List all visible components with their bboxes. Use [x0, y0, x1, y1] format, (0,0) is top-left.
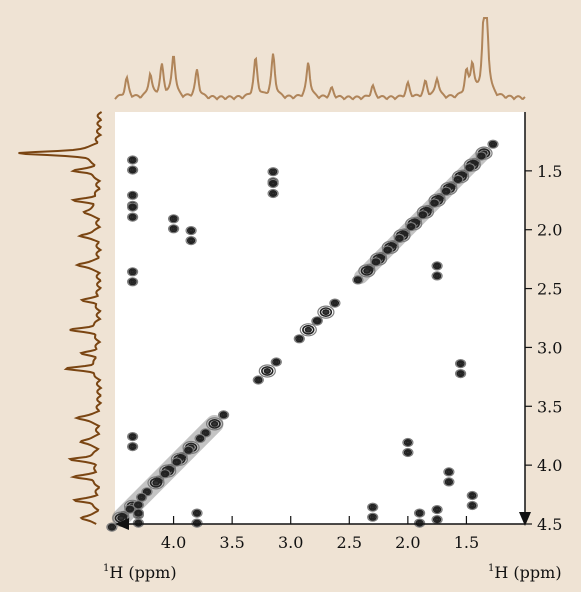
diagonal-peak: [293, 334, 305, 344]
cross-peak: [191, 518, 203, 528]
y-tick-label: 1.5: [537, 162, 562, 181]
cross-peak: [127, 212, 139, 222]
diagonal-peak: [136, 492, 148, 502]
cross-peak: [168, 214, 180, 224]
cross-peak: [402, 437, 414, 448]
x-tick-label: 4.0: [161, 533, 186, 552]
cross-peak: [466, 490, 478, 501]
diagonal-peak: [200, 428, 212, 438]
diagonal-peak: [106, 522, 118, 532]
cross-peak: [431, 505, 443, 515]
x-tick-label: 3.0: [278, 533, 303, 552]
cross-peak: [185, 226, 197, 236]
diagonal-peak: [464, 163, 476, 173]
cross-peak: [443, 477, 455, 487]
cross-peak: [168, 224, 180, 234]
cross-peak: [455, 369, 467, 379]
y-tick-label: 2.5: [537, 280, 562, 299]
contour-layer: [106, 139, 499, 532]
diagonal-peak: [182, 445, 194, 455]
left-projection-trace: [18, 111, 103, 525]
cross-peak: [455, 359, 467, 369]
cross-peak: [431, 271, 443, 281]
diagonal-peak: [440, 186, 452, 196]
diagonal-peak: [475, 151, 487, 161]
axes-layer: 4.0 3.5 3.0 2.5 2.0 1.5 1.5 2.0 2.5 3.0 3.5 4.0 4.5 1…: [103, 112, 562, 582]
diagonal-peak: [147, 476, 165, 490]
diagonal-peak: [171, 457, 183, 467]
cross-peak: [127, 432, 139, 442]
cross-peak: [127, 155, 139, 165]
cross-peak: [267, 167, 279, 177]
cross-peak: [414, 508, 426, 518]
x-tick-label: 2.5: [337, 533, 362, 552]
diagonal-peak: [252, 375, 264, 385]
diagonal-peak: [452, 174, 464, 185]
cross-peak: [443, 467, 455, 477]
x-axis-label: 1H (ppm): [103, 563, 177, 582]
diagonal-peak: [370, 257, 382, 267]
diagonal-peak: [358, 264, 376, 278]
diagonal-peak: [218, 410, 230, 420]
diagonal-peak: [428, 198, 440, 208]
diagonal-peak: [487, 139, 499, 149]
cross-peak: [191, 508, 203, 518]
x-tick-label: 1.5: [454, 533, 479, 552]
y-axis-arrow-icon: [519, 512, 531, 526]
cross-peak: [132, 500, 144, 510]
cross-peak: [466, 500, 478, 511]
cross-peak: [367, 502, 379, 512]
diagonal-peak: [311, 316, 323, 326]
cross-peak: [267, 178, 279, 189]
diagonal-peak: [141, 487, 153, 497]
cross-peak: [185, 236, 197, 246]
y-tick-label: 3.5: [537, 397, 562, 416]
cross-peak: [367, 512, 379, 522]
diagonal-peak: [270, 357, 282, 367]
diagonal-peak: [206, 417, 224, 431]
x-axis-arrow-icon: [115, 518, 129, 530]
cross-peak: [414, 518, 426, 528]
diagonal-peak: [417, 210, 429, 220]
cross-peak: [267, 188, 279, 199]
cross-peak: [127, 190, 139, 200]
cross-peak: [431, 261, 443, 271]
y-tick-label: 2.0: [537, 221, 562, 240]
diagonal-peak: [393, 233, 405, 243]
y-tick-label: 4.5: [537, 515, 562, 534]
cross-peak: [127, 165, 139, 175]
y-tick-label: 3.0: [537, 338, 562, 357]
cross-peak: [431, 514, 443, 525]
x-tick-label: 2.0: [395, 533, 420, 552]
cross-peak: [132, 508, 144, 518]
cross-peak: [402, 447, 414, 458]
diagonal-peak: [258, 364, 276, 378]
y-tick-label: 4.0: [537, 456, 562, 475]
top-projection-trace: [114, 17, 526, 101]
cross-peak: [127, 202, 139, 212]
diagonal-peak: [194, 433, 206, 444]
cross-peak: [132, 518, 144, 528]
diagonal-peak: [382, 245, 394, 255]
diagonal-peak: [329, 298, 341, 308]
diagonal-peak: [299, 323, 317, 337]
diagonal-peak: [159, 469, 171, 479]
x-tick-label: 3.5: [219, 533, 244, 552]
diagonal-peak: [352, 275, 364, 285]
cross-peak: [127, 442, 139, 452]
diagonal-peak: [124, 504, 136, 514]
diagonal-peak: [405, 222, 417, 232]
y-axis-label: 1H (ppm): [488, 563, 562, 582]
diagonal-peak: [317, 305, 335, 319]
cross-peak: [127, 267, 139, 277]
cross-peak: [127, 277, 139, 287]
